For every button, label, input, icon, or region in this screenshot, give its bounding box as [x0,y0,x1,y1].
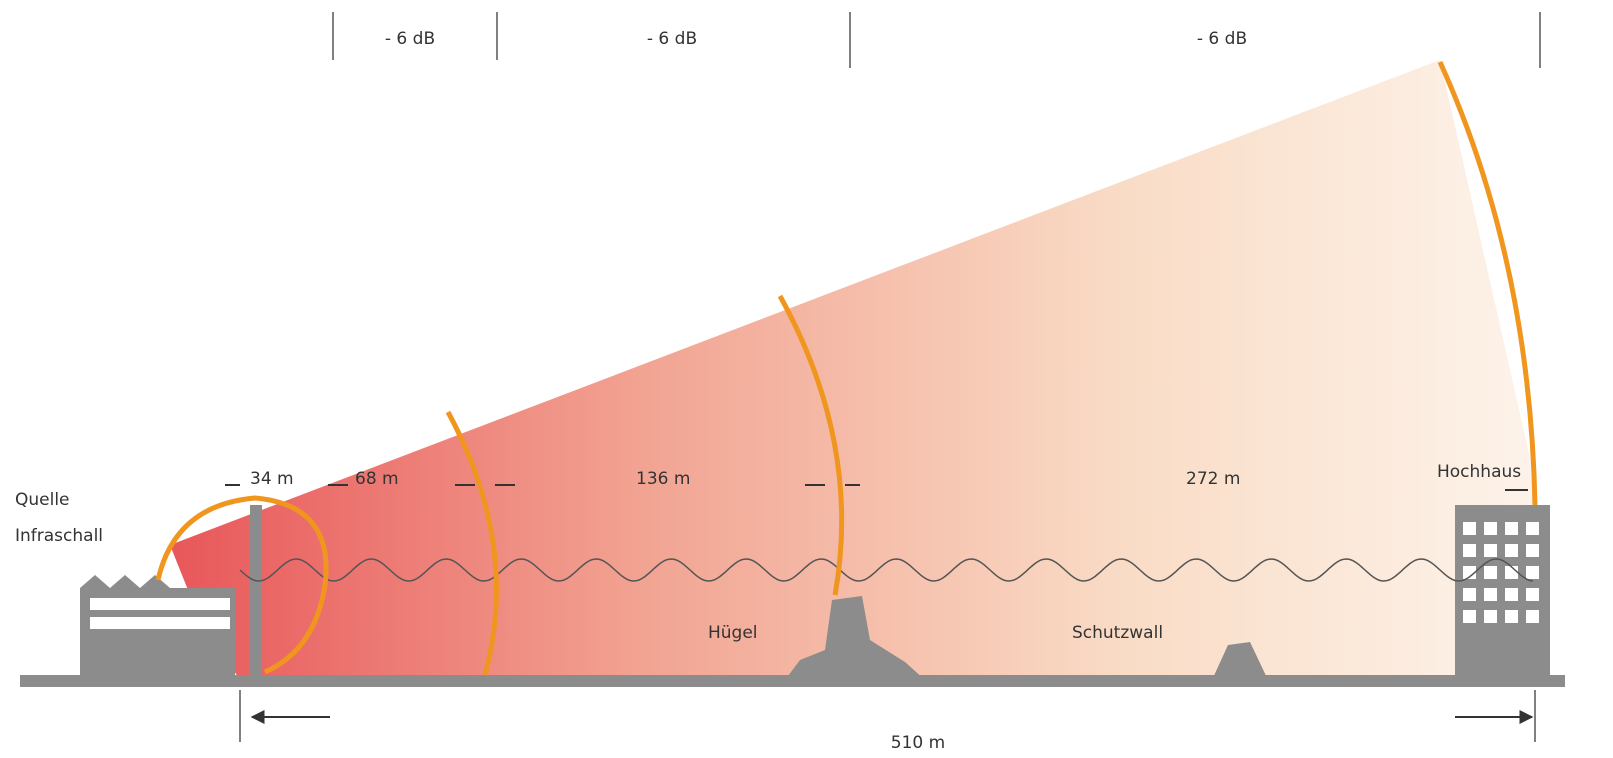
distance-label: 136 m [636,469,690,489]
distance-label: 34 m [250,469,294,489]
window [1484,566,1497,579]
wall-label: Schutzwall [1072,623,1163,643]
window [1463,522,1476,535]
db-label: - 6 dB [1197,29,1247,49]
window [1526,566,1539,579]
window [1505,610,1518,623]
source-label: Infraschall [15,526,103,546]
building [1455,505,1550,680]
window [1463,610,1476,623]
sound-cone [170,60,1535,680]
diagram: - 6 dB - 6 dB - 6 dB 34 m 68 m 136 m 272… [0,0,1613,758]
window [1463,588,1476,601]
hill-label: Hügel [708,623,758,643]
distance-label: 68 m [355,469,399,489]
source-label: Quelle [15,490,70,510]
building-label: Hochhaus [1437,462,1521,482]
distance-label: 272 m [1186,469,1240,489]
window [1484,610,1497,623]
total-distance: 510 m [891,733,945,753]
window [1505,566,1518,579]
window [1526,544,1539,557]
window [1505,522,1518,535]
db-label: - 6 dB [385,29,435,49]
window [1463,544,1476,557]
window [1484,522,1497,535]
window [1484,544,1497,557]
db-label: - 6 dB [647,29,697,49]
window [1526,522,1539,535]
window [1505,544,1518,557]
window [1526,588,1539,601]
window [1526,610,1539,623]
window [1505,588,1518,601]
window [1484,588,1497,601]
